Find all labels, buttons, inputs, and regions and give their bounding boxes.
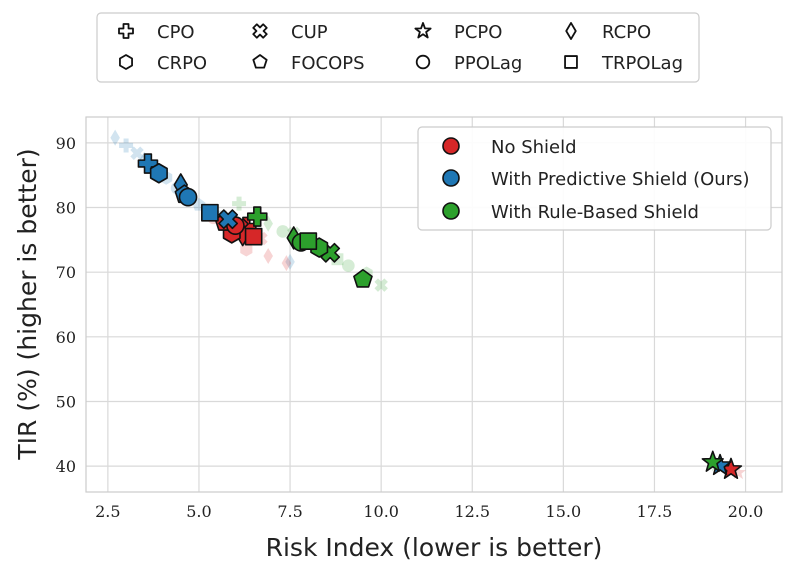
x-tick-label: 12.5 (454, 502, 490, 521)
color-legend-label: No Shield (491, 137, 577, 158)
faded-cross-point (119, 138, 134, 153)
y-tick-labels: 40 50 60 70 80 90 (56, 134, 76, 476)
marker-legend-label: CPO (157, 22, 195, 43)
faded-star-point (730, 464, 746, 480)
cpo-marker-icon (118, 23, 134, 39)
rcpo-marker-icon (565, 22, 577, 40)
marker-legend-label: PCPO (454, 22, 502, 43)
trpolag-marker-icon (564, 55, 578, 69)
x-tick-label: 10.0 (363, 502, 399, 521)
x-tick-label: 20.0 (728, 502, 764, 521)
point-trpolag (299, 232, 318, 251)
ppolag-marker-icon (415, 54, 431, 70)
plot-frame (85, 116, 783, 493)
marker-legend-label: CUP (291, 22, 328, 43)
point-trpolag (244, 227, 263, 246)
marker-legend-label: TRPOLag (601, 53, 683, 74)
legend-swatch (442, 137, 460, 155)
point-focops (353, 268, 373, 288)
color-legend-label: With Predictive Shield (Ours) (491, 169, 750, 190)
x-tick-label: 17.5 (637, 502, 673, 521)
marker-legend-label: FOCOPS (291, 53, 365, 74)
point-trpolag (201, 203, 219, 222)
x-tick-label: 5.0 (186, 502, 211, 521)
y-tick-label: 90 (56, 134, 76, 153)
x-tick-labels: 2.5 5.0 7.5 10.0 12.5 15.0 17.5 20.0 (95, 502, 763, 521)
color-legend: No Shield With Predictive Shield (Ours) Wi… (442, 137, 750, 223)
y-tick-label: 50 (56, 392, 76, 411)
x-axis-label: Risk Index (lower is better) (266, 533, 603, 562)
cup-marker-icon (252, 23, 268, 39)
point-ppolag (178, 187, 198, 207)
color-legend-box (417, 126, 772, 231)
y-tick-label: 70 (56, 263, 76, 282)
faded-diamond-point (110, 129, 120, 146)
point-cpo (246, 206, 268, 227)
marker-legend: CPO CUP PCPO RCPO CRPO FOCOPS PPOLag TRPOLag (118, 22, 683, 74)
faded-circle-point (342, 259, 355, 273)
point-pcpo (701, 450, 724, 472)
faded-diamond-point (263, 215, 273, 232)
x-tick-label: 2.5 (95, 502, 120, 521)
crpo-marker-icon (119, 54, 133, 70)
legend-swatch (442, 169, 460, 187)
x-tick-label: 15.0 (546, 502, 582, 521)
y-axis-label: TIR (%) (higher is better) (13, 148, 42, 460)
focops-marker-icon (252, 54, 268, 69)
marker-legend-box (96, 12, 700, 83)
data-points (137, 153, 743, 480)
marker-legend-label: PPOLag (454, 53, 522, 74)
legend-swatch (442, 202, 460, 220)
point-crpo (149, 162, 168, 184)
point-cup (218, 209, 239, 230)
faded-x-point (130, 146, 144, 160)
y-tick-label: 80 (56, 199, 76, 218)
color-legend-label: With Rule-Based Shield (491, 202, 699, 223)
marker-legend-label: CRPO (157, 53, 207, 74)
x-tick-label: 7.5 (277, 502, 302, 521)
faded-circle-point (276, 225, 290, 238)
y-tick-label: 40 (56, 457, 76, 476)
pcpo-marker-icon (414, 22, 432, 39)
marker-legend-label: RCPO (602, 22, 651, 43)
faded-x-point (374, 278, 388, 292)
y-tick-label: 60 (56, 328, 76, 347)
faded-cross-point (232, 196, 247, 211)
